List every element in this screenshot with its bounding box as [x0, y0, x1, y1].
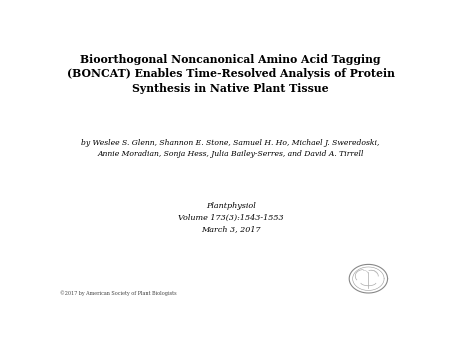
Text: Bioorthogonal Noncanonical Amino Acid Tagging
(BONCAT) Enables Time-Resolved Ana: Bioorthogonal Noncanonical Amino Acid Ta…: [67, 54, 395, 94]
Text: ©2017 by American Society of Plant Biologists: ©2017 by American Society of Plant Biolo…: [60, 290, 177, 296]
Text: Plantphysiol
Volume 173(3):1543-1553
March 3, 2017: Plantphysiol Volume 173(3):1543-1553 Mar…: [178, 202, 284, 233]
Text: by Weslee S. Glenn, Shannon E. Stone, Samuel H. Ho, Michael J. Sweredoski,
Annie: by Weslee S. Glenn, Shannon E. Stone, Sa…: [81, 140, 380, 159]
